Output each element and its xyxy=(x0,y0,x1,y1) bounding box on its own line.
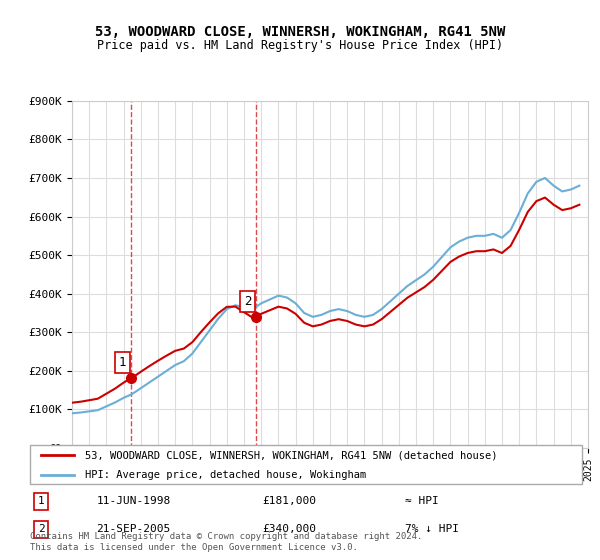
Text: 7% ↓ HPI: 7% ↓ HPI xyxy=(406,524,460,534)
Text: HPI: Average price, detached house, Wokingham: HPI: Average price, detached house, Woki… xyxy=(85,470,367,479)
Text: 2: 2 xyxy=(38,524,44,534)
Text: 2: 2 xyxy=(244,295,251,308)
Text: 53, WOODWARD CLOSE, WINNERSH, WOKINGHAM, RG41 5NW (detached house): 53, WOODWARD CLOSE, WINNERSH, WOKINGHAM,… xyxy=(85,450,498,460)
Text: Price paid vs. HM Land Registry's House Price Index (HPI): Price paid vs. HM Land Registry's House … xyxy=(97,39,503,52)
Text: 1: 1 xyxy=(119,356,127,369)
Text: Contains HM Land Registry data © Crown copyright and database right 2024.
This d: Contains HM Land Registry data © Crown c… xyxy=(30,532,422,552)
Text: 11-JUN-1998: 11-JUN-1998 xyxy=(96,496,170,506)
Text: 21-SEP-2005: 21-SEP-2005 xyxy=(96,524,170,534)
Text: ≈ HPI: ≈ HPI xyxy=(406,496,439,506)
Text: £181,000: £181,000 xyxy=(262,496,316,506)
Text: 53, WOODWARD CLOSE, WINNERSH, WOKINGHAM, RG41 5NW: 53, WOODWARD CLOSE, WINNERSH, WOKINGHAM,… xyxy=(95,25,505,39)
Text: £340,000: £340,000 xyxy=(262,524,316,534)
FancyBboxPatch shape xyxy=(30,445,582,484)
Text: 1: 1 xyxy=(38,496,44,506)
